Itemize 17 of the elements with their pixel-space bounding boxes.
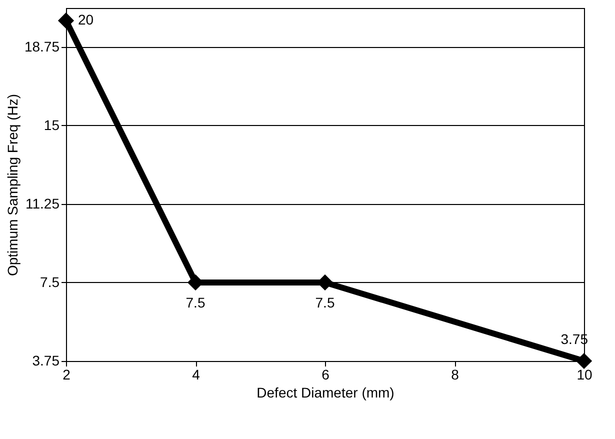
y-tick-label: 3.75 [32,352,60,368]
data-label: 20 [78,12,94,28]
y-tick-label: 15 [44,116,60,133]
point [58,12,74,29]
x-tick-label: 6 [322,366,330,382]
y-axis-title: Optimum Sampling Freq (Hz) [4,94,20,276]
x-tick-label: 4 [192,366,200,382]
data-label: 7.5 [315,294,335,310]
x-tick-label: 2 [62,366,71,382]
point [576,352,592,370]
y-tick-label: 11.25 [26,195,60,212]
x-tick-label: 8 [451,366,460,382]
x-axis-title: Defect Diameter (mm) [256,384,394,400]
data-label: 7.5 [186,294,206,310]
x-tick-label: 10 [576,366,592,382]
y-tick-label: 7.5 [40,274,60,290]
y-tick-label: 18.75 [24,38,60,54]
